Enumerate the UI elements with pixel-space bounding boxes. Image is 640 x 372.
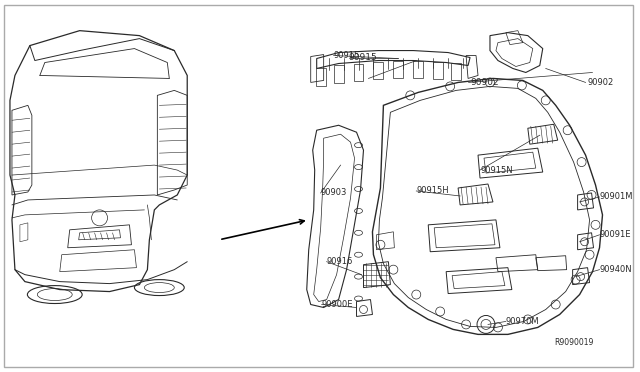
Text: 90091E: 90091E [600, 230, 631, 239]
Text: 90915N: 90915N [480, 166, 513, 174]
Text: 90940N: 90940N [600, 265, 632, 274]
Text: 90902: 90902 [588, 78, 614, 87]
Text: 90901M: 90901M [600, 192, 633, 202]
Text: 90916: 90916 [326, 257, 353, 266]
Text: 90915: 90915 [349, 53, 378, 62]
Text: 90902: 90902 [470, 78, 499, 87]
Text: 90915H: 90915H [416, 186, 449, 195]
Text: 90900E: 90900E [322, 300, 353, 309]
Text: 90903: 90903 [321, 189, 347, 198]
Text: 90970M: 90970M [506, 317, 540, 326]
Text: 90915: 90915 [333, 51, 360, 60]
Text: R9090019: R9090019 [555, 338, 594, 347]
